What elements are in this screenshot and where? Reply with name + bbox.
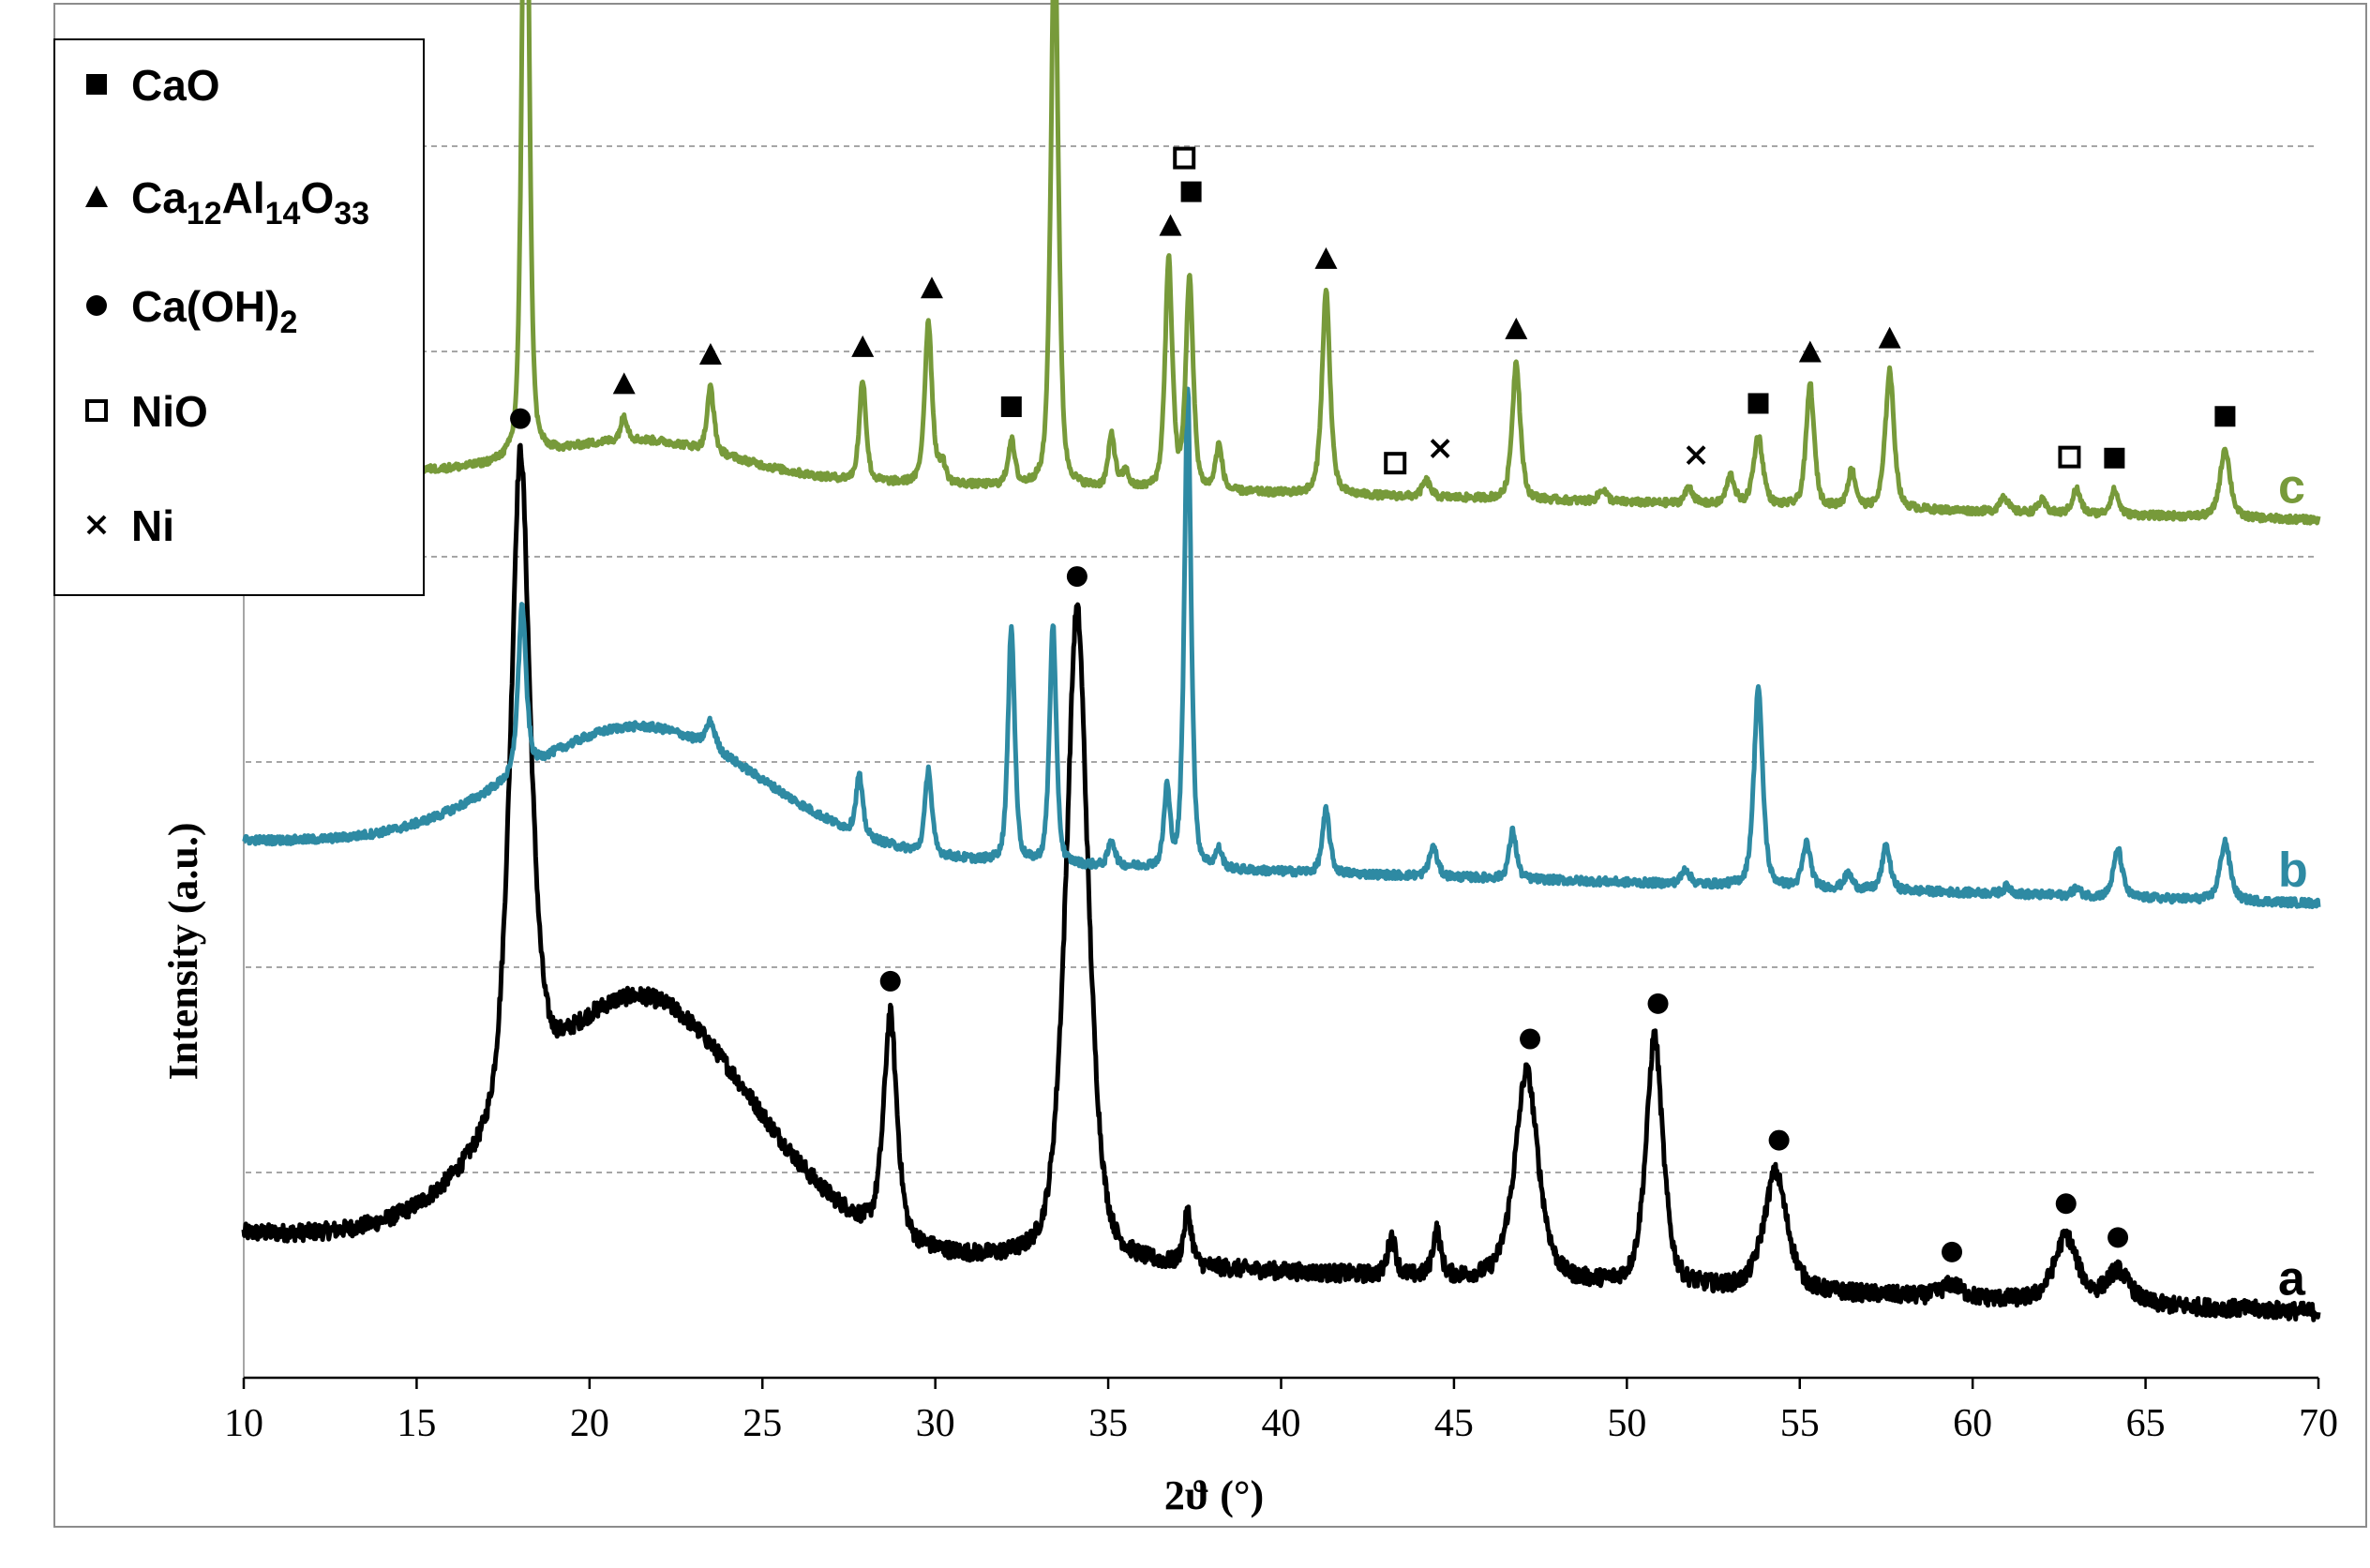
chart-frame [53, 3, 2367, 1528]
x-tick-label: 55 [1780, 1402, 1820, 1445]
legend-label: Ca(OH)2 [131, 282, 297, 340]
x-tick-label: 60 [1953, 1402, 1992, 1445]
caoh2-marker [1066, 566, 1088, 588]
legend-ni-marker [86, 515, 107, 535]
caoh2-marker [1647, 993, 1669, 1014]
legend-subscript: 33 [334, 196, 369, 231]
legend-nio-marker [85, 399, 108, 422]
caoh2-marker [1942, 1241, 1963, 1262]
x-tick-label: 35 [1088, 1402, 1128, 1445]
mayenite-marker [1878, 326, 1901, 349]
series-label-a: a [2278, 1252, 2306, 1307]
series-line-c [241, 0, 2321, 526]
series-group: a b c [241, 0, 2321, 1322]
gridlines [243, 141, 2318, 1378]
x-tick-label: 10 [224, 1402, 263, 1445]
phase-markers [510, 146, 2236, 1262]
cao-marker [2104, 447, 2125, 469]
cao-marker [1180, 181, 1202, 202]
mayenite-marker [851, 335, 875, 357]
x-tick-label: 65 [2126, 1402, 2166, 1445]
cao-marker [2214, 406, 2236, 427]
legend-label: Ni [131, 501, 174, 550]
nio-marker [1384, 452, 1407, 475]
cross-stroke [1430, 439, 1450, 458]
legend-label: CaO [131, 61, 220, 110]
caoh2-marker [510, 408, 532, 429]
x-axis-label: 2ϑ (°) [1164, 1472, 1264, 1518]
caoh2-marker [2108, 1227, 2129, 1248]
caoh2-marker [1768, 1129, 1790, 1151]
caoh2-marker [1520, 1028, 1541, 1050]
legend-label: Ca12Al14O33 [131, 173, 369, 231]
x-tick-label: 45 [1434, 1402, 1474, 1445]
legend-label-part: Al [222, 173, 265, 222]
x-tick-label: 70 [2299, 1402, 2338, 1445]
legend-cao-marker [86, 74, 107, 95]
x-axis: 10 15 20 25 30 35 40 45 50 55 60 65 70 [224, 1376, 2338, 1445]
legend-label-text: Ni [131, 501, 174, 550]
cao-marker [1000, 396, 1022, 417]
mayenite-marker [920, 276, 943, 299]
ni-marker [1686, 445, 1706, 466]
legend-box [53, 38, 425, 596]
caoh2-marker [2055, 1193, 2077, 1215]
legend-label-text: Ca [131, 173, 187, 222]
legend-label-text: NiO [131, 387, 208, 436]
cao-marker [1748, 393, 1769, 414]
cross-stroke [86, 515, 107, 535]
mayenite-marker [1159, 214, 1182, 236]
ni-marker [1430, 439, 1450, 458]
cross-stroke [1686, 445, 1706, 466]
x-tick-label: 30 [916, 1402, 955, 1445]
legend-label: NiO [131, 387, 208, 436]
x-tick-label: 20 [570, 1402, 609, 1445]
x-tick-label: 50 [1607, 1402, 1646, 1445]
series-label-b: b [2278, 844, 2308, 898]
nio-marker [1173, 146, 1196, 170]
legend-label-part: O [300, 173, 334, 222]
legend-mayenite-marker [85, 186, 108, 207]
mayenite-marker [1505, 317, 1528, 339]
legend-subscript: 14 [265, 196, 301, 231]
mayenite-marker [1798, 340, 1822, 363]
legend-subscript: 2 [279, 305, 297, 340]
legend-label-text: Ca(OH) [131, 282, 279, 331]
mayenite-marker [1314, 246, 1338, 269]
series-label-c: c [2278, 460, 2305, 515]
x-tick-label: 25 [742, 1402, 782, 1445]
legend-label-text: CaO [131, 61, 220, 110]
x-tick-label: 15 [397, 1402, 436, 1445]
caoh2-marker [879, 970, 901, 992]
series-line-b [242, 386, 2321, 910]
mayenite-marker [698, 342, 722, 365]
series-line-a [241, 442, 2321, 1322]
mayenite-marker [612, 372, 636, 395]
nio-marker [2058, 445, 2081, 469]
y-axis-label: Intensity (a.u.) [160, 822, 206, 1080]
x-tick-label: 40 [1262, 1402, 1301, 1445]
legend-subscript: 12 [187, 196, 222, 231]
legend-caoh2-marker [86, 295, 107, 316]
